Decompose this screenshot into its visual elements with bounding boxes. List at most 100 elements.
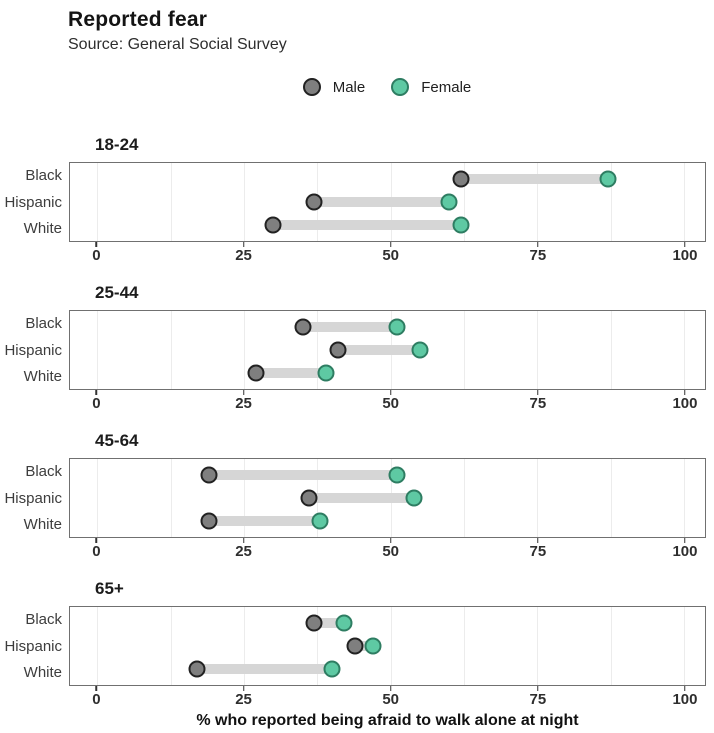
panel-25-44 (69, 310, 706, 391)
x-tick-mark (242, 390, 245, 396)
gridline (97, 459, 99, 538)
x-axis: 0 25 50 75 100 (69, 538, 706, 562)
gridline (97, 607, 99, 686)
x-tick-label: 50 (382, 247, 400, 265)
female-dot (317, 364, 335, 382)
x-tick-mark (389, 538, 392, 544)
dumbbell-bar (308, 493, 415, 504)
x-tick-label: 75 (529, 543, 547, 561)
female-dot (364, 637, 382, 655)
x-tick-label: 0 (92, 247, 101, 265)
category-label: Black (25, 462, 62, 480)
gridline (610, 163, 612, 242)
x-tick-label: 50 (382, 395, 400, 413)
gridline (170, 459, 172, 538)
male-dot (247, 364, 265, 382)
x-tick-mark (537, 390, 539, 396)
dumbbell-bar (208, 469, 397, 480)
facet-25-44: 25-44 Black Hispanic White 0 25 50 75 100 (0, 282, 714, 414)
male-dot (294, 318, 312, 336)
gridline (464, 607, 466, 686)
y-axis-labels: Black Hispanic White (0, 606, 69, 686)
dumbbell-bar (355, 641, 374, 652)
female-dot (335, 614, 353, 632)
gridline (537, 163, 539, 242)
category-label: White (23, 220, 62, 238)
gridline (537, 607, 539, 686)
category-label: White (23, 368, 62, 386)
category-label: White (23, 664, 62, 682)
dumbbell-bar (302, 321, 397, 332)
x-tick-label: 50 (382, 543, 400, 561)
facet-45-64: 45-64 Black Hispanic White 0 25 50 75 100 (0, 430, 714, 562)
x-tick-label: 50 (382, 691, 400, 709)
x-tick-label: 25 (235, 691, 252, 709)
male-dot (305, 614, 323, 632)
gridline (243, 607, 245, 686)
male-dot (264, 216, 282, 234)
male-dot (200, 512, 218, 530)
dumbbell-bar (314, 617, 344, 628)
male-dot (346, 637, 364, 655)
male-dot (200, 466, 218, 484)
x-tick-label: 100 (672, 691, 698, 709)
gridline (243, 459, 245, 538)
legend-label-male: Male (332, 78, 366, 96)
x-tick-mark (242, 686, 245, 692)
female-dot (388, 466, 406, 484)
male-dot (305, 193, 323, 211)
category-label: White (23, 516, 62, 534)
category-label: Black (25, 610, 62, 628)
chart-title: Reported fear (68, 8, 208, 31)
x-tick-mark (537, 538, 539, 544)
x-tick-label: 75 (529, 691, 547, 709)
female-dot (452, 216, 470, 234)
female-dot (388, 318, 406, 336)
x-tick-mark (389, 390, 392, 396)
y-axis-labels: Black Hispanic White (0, 458, 69, 538)
x-tick-mark (684, 538, 686, 544)
chart-header: Reported fear Source: General Social Sur… (0, 8, 714, 54)
x-axis-title: % who reported being afraid to walk alon… (196, 712, 579, 730)
legend-item-female: Female (391, 78, 471, 97)
x-axis: 0 25 50 75 100 (69, 242, 706, 266)
x-tick-mark (537, 686, 539, 692)
facet-65+: 65+ Black Hispanic White 0 25 50 75 100 (0, 578, 714, 710)
x-tick-mark (95, 242, 98, 248)
female-dot-icon (391, 78, 410, 97)
legend: Male Female (0, 78, 714, 97)
y-axis-labels: Black Hispanic White (0, 162, 69, 242)
x-tick-label: 100 (672, 247, 698, 265)
category-label: Hispanic (4, 637, 62, 655)
x-tick-mark (684, 686, 686, 692)
gridline (610, 607, 612, 686)
facet-title: 25-44 (95, 283, 139, 303)
x-tick-mark (389, 242, 392, 248)
x-tick-mark (684, 242, 686, 248)
x-tick-label: 0 (92, 543, 101, 561)
x-axis: 0 25 50 75 100 (69, 390, 706, 414)
facet-18-24: 18-24 Black Hispanic White 0 25 50 75 100 (0, 134, 714, 266)
dumbbell-bar (461, 173, 608, 184)
female-dot (405, 489, 423, 507)
male-dot (329, 341, 347, 359)
facet-body: Black Hispanic White (0, 162, 714, 243)
female-dot (311, 512, 329, 530)
panel-18-24 (69, 162, 706, 243)
facet-title: 65+ (95, 579, 124, 599)
gridline (610, 459, 612, 538)
gridline (684, 163, 686, 242)
x-tick-label: 25 (235, 395, 252, 413)
x-tick-mark (242, 538, 245, 544)
category-label: Hispanic (4, 193, 62, 211)
gridline (243, 163, 245, 242)
gridline (317, 311, 319, 390)
x-tick-mark (684, 390, 686, 396)
panel-65+ (69, 606, 706, 687)
dumbbell-bar (197, 664, 332, 675)
gridline (537, 459, 539, 538)
y-axis-labels: Black Hispanic White (0, 310, 69, 390)
gridline (464, 311, 466, 390)
x-tick-label: 100 (672, 543, 698, 561)
dumbbell-bar (337, 345, 420, 356)
